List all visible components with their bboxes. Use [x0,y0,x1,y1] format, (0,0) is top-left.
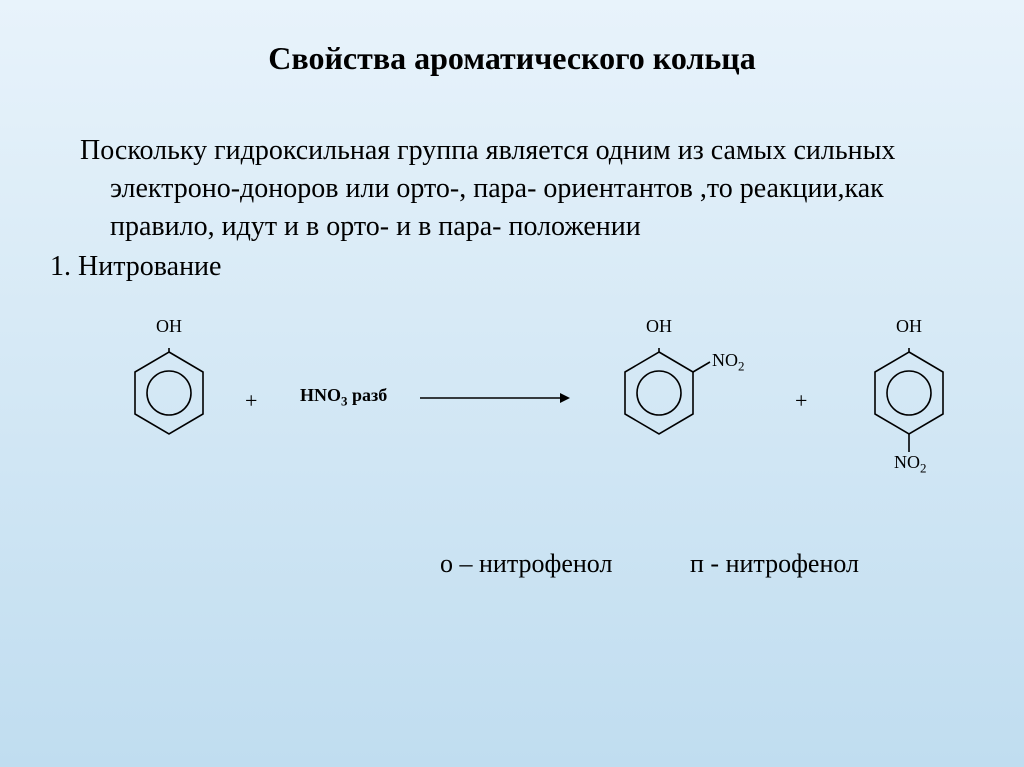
plus-sign-1: + [245,388,257,414]
no2-sub: 2 [738,359,745,374]
label-no2-ortho: NO2 [712,350,745,375]
label-oh-para: OH [896,316,922,337]
list-item-nitration: 1. Нитрование [50,251,974,283]
label-oh-ortho: OH [646,316,672,337]
reaction-arrow [420,391,570,405]
caption-para: п - нитрофенол [690,549,859,579]
no2-prefix-para: NO [894,452,920,472]
reagent-prefix: HNO [300,385,341,405]
reagent-hno3: HNO3 разб [300,385,387,410]
label-no2-para: NO2 [894,452,927,477]
molecule-phenol: OH [130,348,208,438]
reagent-suffix: разб [348,385,388,405]
plus-sign-2: + [795,388,807,414]
label-oh-phenol: OH [156,316,182,337]
reaction-scheme: OH + HNO3 разб OH NO2 + [50,303,974,563]
molecule-para-nitrophenol: OH NO2 [870,348,948,438]
no2-sub-para: 2 [920,461,927,476]
paragraph-text: Поскольку гидроксильная группа является … [80,132,974,245]
slide-title: Свойства ароматического кольца [50,40,974,77]
no2-prefix: NO [712,350,738,370]
molecule-ortho-nitrophenol: OH NO2 [620,348,698,438]
caption-ortho: о – нитрофенол [440,549,612,579]
